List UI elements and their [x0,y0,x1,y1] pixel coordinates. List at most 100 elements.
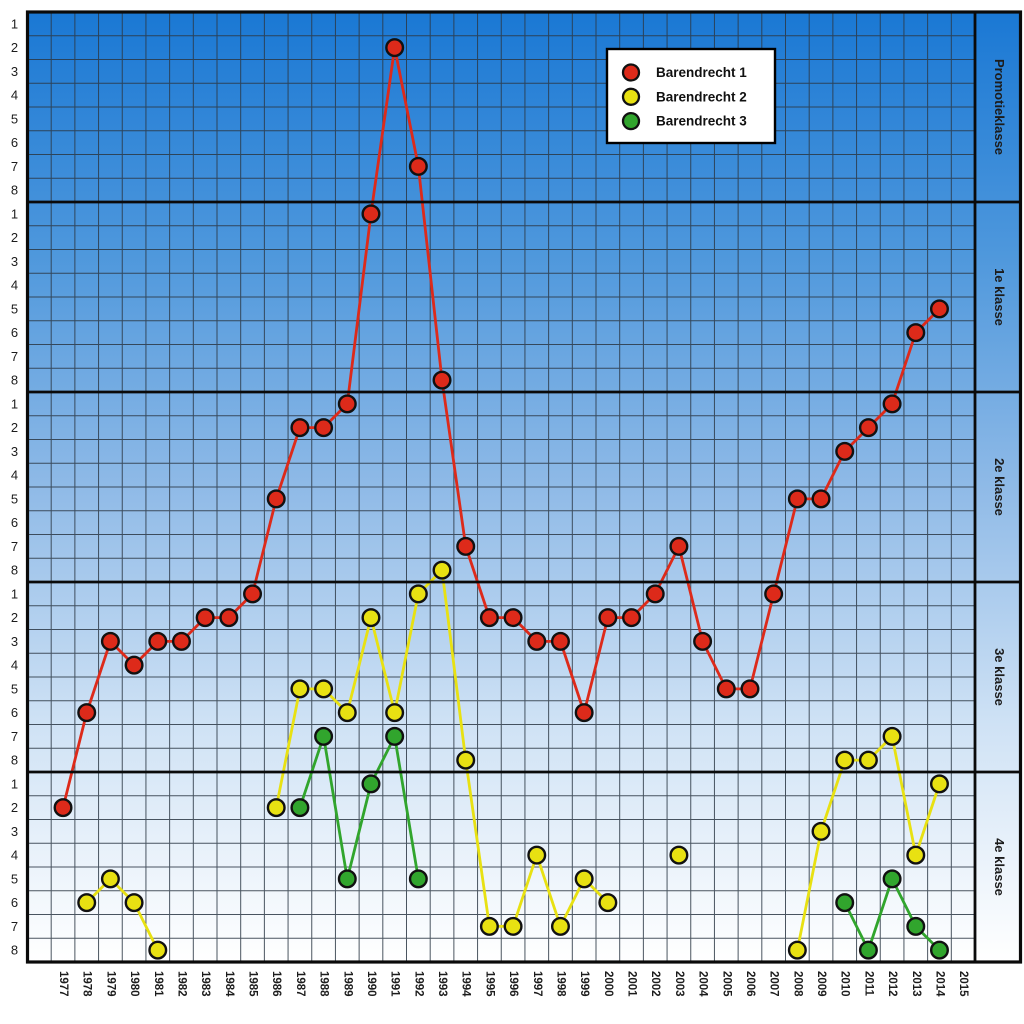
legend-item-barendrecht-1: Barendrecht 1 [621,63,747,82]
data-point-barendrecht-2 [266,798,286,818]
position-label: 3 [11,254,18,269]
legend-swatch [621,87,641,106]
position-label: 7 [11,729,18,744]
position-label: 7 [11,919,18,934]
year-label: 2000 [602,971,614,997]
division-label: 1e klasse [992,268,1007,326]
year-label: 1981 [152,971,164,997]
data-point-barendrecht-2 [503,916,523,936]
y-axis-labels: 1 2 3 4 5 6 7 8 1 2 3 4 5 6 7 8 1 2 3 4 5 6 7 8 1 2 3 4 5 6 7 8 1 2 3 4 5 6 7 8 [11,16,18,957]
data-point-barendrecht-1 [503,608,523,628]
series-barendrecht-1 [53,38,949,818]
data-point-barendrecht-1 [124,655,144,675]
data-point-barendrecht-1 [456,536,476,556]
data-point-barendrecht-3 [408,869,428,889]
year-label: 2002 [649,971,661,997]
year-label: 1983 [199,971,211,997]
outer-border [25,10,1023,964]
position-label: 6 [11,325,18,340]
year-label: 2015 [957,971,969,997]
data-point-barendrecht-1 [408,156,428,176]
data-point-barendrecht-3 [929,940,949,960]
data-point-barendrecht-2 [906,845,926,865]
year-label: 2006 [744,971,756,997]
position-label: 8 [11,373,18,388]
legend-label: Barendrecht 2 [656,89,747,104]
data-point-barendrecht-1 [835,441,855,461]
year-label: 1993 [436,971,448,997]
legend-swatch [621,63,641,82]
data-point-barendrecht-2 [124,893,144,913]
division-label: 2e klasse [992,458,1007,516]
year-label: 2005 [720,971,732,997]
data-point-barendrecht-2 [550,916,570,936]
data-point-barendrecht-1 [432,370,452,390]
position-label: 5 [11,301,18,316]
legend-item-barendrecht-3: Barendrecht 3 [621,111,747,131]
position-label: 1 [11,16,18,31]
position-label: 1 [11,776,18,791]
year-label: 1995 [483,971,495,997]
position-label: 7 [11,349,18,364]
data-point-barendrecht-2 [456,750,476,770]
position-label: 8 [11,183,18,198]
series-barendrecht-2 [77,560,949,960]
position-label: 1 [11,586,18,601]
data-point-barendrecht-1 [645,584,665,604]
position-label: 4 [11,658,18,673]
legend-item-barendrecht-2: Barendrecht 2 [621,87,747,106]
division-label-strip [975,12,1021,962]
year-label: 1992 [412,971,424,997]
data-point-barendrecht-1 [361,204,381,224]
x-axis-labels: 1977 1978 1979 1980 1981 1982 1983 1984 1985 1986… [57,971,969,997]
year-label: 2001 [626,971,638,997]
year-label: 1987 [294,971,306,997]
position-label: 8 [11,753,18,768]
year-label: 1994 [460,971,472,997]
position-label: 6 [11,135,18,150]
year-label: 1990 [365,971,377,997]
data-point-barendrecht-3 [882,869,902,889]
division-label: Promotieklasse [992,59,1007,155]
data-point-barendrecht-3 [906,916,926,936]
year-label: 1989 [341,971,353,997]
year-label: 1984 [223,971,235,997]
legend-swatch [621,111,641,131]
position-label: 3 [11,634,18,649]
data-point-barendrecht-2 [811,821,831,841]
gridlines [27,12,976,962]
year-label: 2013 [910,971,922,997]
data-point-barendrecht-2 [574,869,594,889]
data-point-barendrecht-1 [266,489,286,509]
data-point-barendrecht-1 [53,798,73,818]
data-point-barendrecht-2 [787,940,807,960]
data-point-barendrecht-1 [337,394,357,414]
data-point-barendrecht-1 [100,631,120,651]
position-label: 2 [11,610,18,625]
position-label: 1 [11,206,18,221]
year-label: 1980 [128,971,140,997]
series-layer [53,38,949,960]
year-label: 2012 [886,971,898,997]
position-label: 8 [11,943,18,958]
position-label: 2 [11,800,18,815]
data-point-barendrecht-1 [740,679,760,699]
data-point-barendrecht-1 [716,679,736,699]
data-point-barendrecht-1 [882,394,902,414]
year-label: 1999 [578,971,590,997]
data-point-barendrecht-3 [314,726,334,746]
position-label: 4 [11,278,18,293]
data-point-barendrecht-1 [906,323,926,343]
data-point-barendrecht-3 [361,774,381,794]
data-point-barendrecht-1 [290,418,310,438]
position-label: 5 [11,681,18,696]
data-point-barendrecht-1 [550,631,570,651]
data-point-barendrecht-2 [337,703,357,723]
data-point-barendrecht-1 [243,584,263,604]
position-label: 4 [11,88,18,103]
year-label: 1996 [507,971,519,997]
legend: Barendrecht 1 Barendrecht 2 Barendrecht 3 [605,47,777,145]
data-point-barendrecht-2 [527,845,547,865]
